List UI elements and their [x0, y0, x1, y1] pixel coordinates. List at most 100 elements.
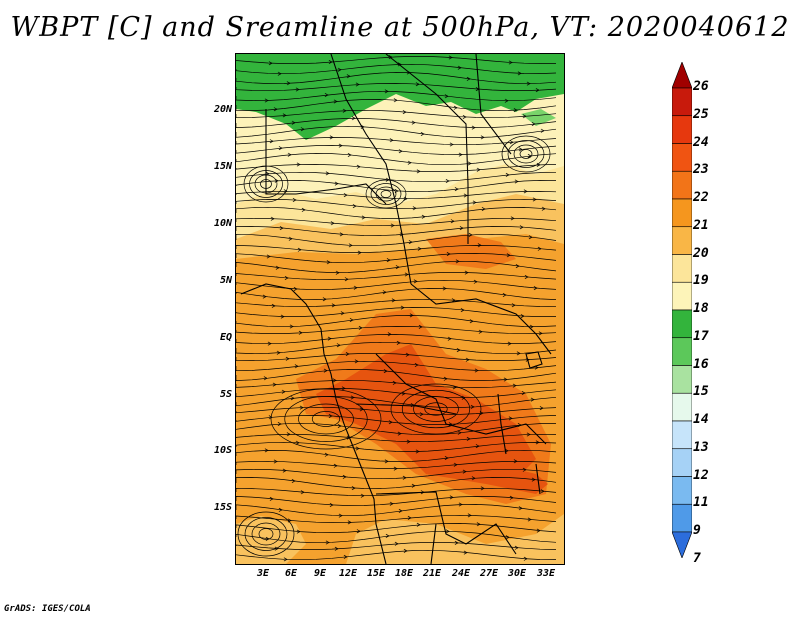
streamline-arrow: [287, 152, 292, 157]
streamline: [365, 179, 407, 209]
streamline-arrow: [414, 362, 419, 368]
streamline-arrow: [278, 146, 283, 151]
streamline: [236, 198, 557, 209]
streamline-arrow: [360, 124, 365, 129]
streamline-arrow: [476, 522, 481, 527]
map-panel: [235, 53, 565, 565]
streamline-arrow: [476, 167, 481, 172]
border-line: [375, 491, 517, 555]
streamline: [236, 360, 557, 372]
streamline: [380, 190, 392, 198]
streamline: [236, 549, 557, 561]
streamline: [236, 217, 557, 227]
streamline-arrow: [536, 528, 541, 533]
streamline-arrow: [403, 548, 408, 553]
streamline-arrow: [404, 272, 409, 277]
streamline-arrow: [450, 219, 455, 224]
streamline: [260, 179, 272, 189]
country-borders: [240, 54, 552, 564]
streamline-arrow: [333, 99, 338, 104]
streamline-arrow: [323, 368, 328, 373]
streamline-arrow: [388, 55, 393, 60]
streamline: [254, 174, 278, 194]
colorbar-segment: [672, 281, 692, 311]
streamline-arrow: [400, 305, 405, 310]
colorbar-segment: [672, 170, 692, 200]
streamline-arrow: [405, 352, 410, 357]
streamline-arrow: [480, 135, 485, 140]
streamline-arrow: [533, 286, 538, 291]
streamline: [236, 145, 557, 155]
streamline-arrow: [472, 200, 477, 205]
streamline: [236, 487, 557, 497]
streamline-arrow: [529, 324, 534, 329]
streamline: [236, 206, 557, 219]
streamline-arrow: [333, 463, 338, 468]
streamline: [236, 153, 557, 166]
streamline-arrow: [502, 292, 507, 298]
streamline-arrow: [467, 513, 472, 518]
streamline: [370, 183, 402, 205]
colorbar-segment: [672, 448, 692, 477]
streamline-arrow: [336, 343, 341, 348]
streamline-arrow: [291, 478, 296, 484]
lat-label: 10S: [213, 445, 232, 456]
streamline-arrow: [289, 324, 294, 329]
streamline: [236, 118, 557, 128]
streamline: [236, 125, 557, 138]
streamline: [236, 83, 557, 92]
streamline-arrow: [277, 421, 282, 427]
streamline-arrow: [514, 545, 519, 550]
streamline-arrow: [528, 235, 533, 240]
streamline: [236, 353, 557, 361]
streamline-arrow: [470, 404, 475, 409]
streamline-arrow: [268, 415, 273, 420]
streamline-arrow: [299, 405, 304, 410]
streamline-arrow: [464, 270, 469, 275]
streamline: [236, 341, 557, 355]
streamline-arrow: [442, 286, 447, 291]
streamline-arrow: [509, 140, 514, 145]
streamline-arrow: [540, 489, 545, 494]
chart-title: WBPT [C] and Sreamline at 500hPa, VT: 20…: [10, 12, 790, 43]
streamline-arrow: [454, 540, 459, 545]
wbpt-20-southwest: [236, 516, 306, 564]
streamline-arrow: [385, 533, 390, 538]
streamline-arrow: [402, 110, 407, 115]
colorbar-level-label: 11: [693, 495, 709, 511]
streamline-arrow: [343, 193, 348, 198]
colorbar-level-label: 12: [693, 467, 709, 483]
streamline-arrow: [267, 341, 272, 346]
streamline-arrow: [408, 240, 413, 245]
streamline-arrow: [508, 416, 513, 421]
streamline-arrow: [457, 430, 462, 435]
streamline-arrow: [480, 486, 485, 491]
streamline-arrow: [449, 142, 454, 147]
colorbar-level-label: 20: [693, 245, 709, 261]
streamline: [236, 99, 557, 111]
streamline: [236, 272, 557, 280]
streamline-arrow: [537, 246, 542, 251]
streamline-arrow: [403, 196, 408, 201]
streamline-arrow: [401, 391, 406, 396]
streamline: [236, 504, 557, 517]
streamline-arrow: [521, 390, 526, 396]
streamline-arrow: [281, 389, 286, 394]
streamline-arrow: [481, 206, 486, 212]
lat-label: 15S: [213, 502, 232, 513]
streamline-arrow: [269, 139, 274, 144]
streamline: [375, 186, 397, 202]
colorbar-level-label: 21: [693, 217, 709, 233]
streamline-arrow: [266, 254, 271, 259]
streamline-arrow: [325, 171, 330, 176]
streamline: [249, 170, 283, 198]
wbpt-23-core-east: [396, 444, 548, 494]
streamline-arrow: [297, 247, 302, 252]
streamline-arrow: [519, 225, 524, 230]
streamline: [311, 411, 341, 427]
colorbar-segment: [672, 309, 692, 339]
streamline: [236, 415, 557, 425]
streamline-arrow: [462, 469, 467, 474]
streamline-arrow: [335, 270, 340, 275]
colorbar-segment: [672, 198, 692, 228]
